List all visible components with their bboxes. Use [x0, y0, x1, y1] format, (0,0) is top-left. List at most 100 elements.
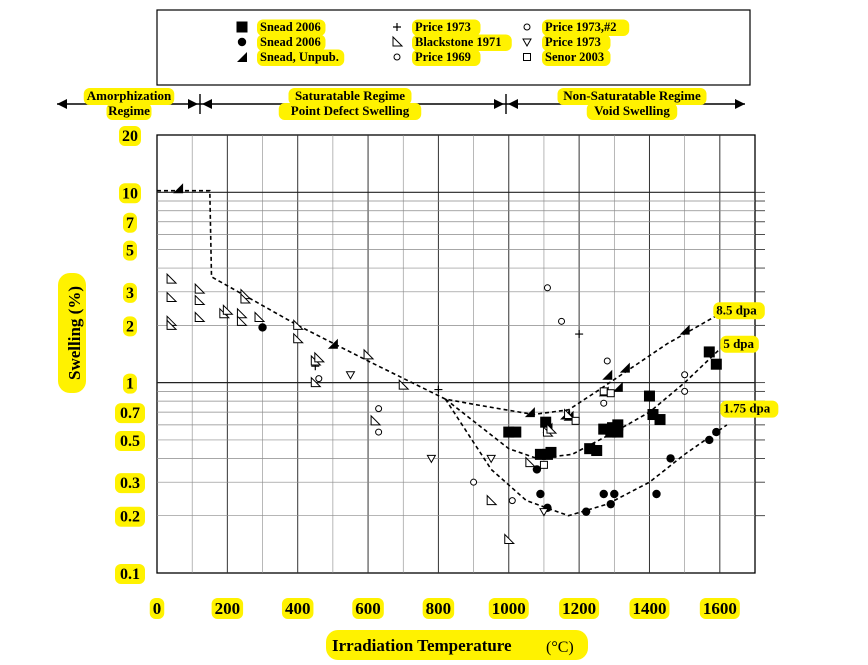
legend-item: Snead 2006	[237, 34, 326, 51]
x-tick-label-text: 200	[215, 599, 241, 618]
x-tick-label: 400	[281, 598, 314, 619]
data-point	[310, 376, 322, 388]
legend-label: Snead 2006	[257, 34, 326, 51]
data-point	[392, 35, 404, 47]
data-point	[681, 371, 689, 379]
data-point	[254, 311, 266, 322]
legend-label: Price 1973	[412, 19, 481, 36]
data-point	[166, 319, 178, 330]
curve-label: 8.5 dpa	[713, 302, 765, 320]
regime-label-text: Point Defect Swelling	[291, 103, 410, 118]
y-tick-label-text: 1	[126, 376, 134, 393]
legend-item: Snead 2006	[236, 19, 326, 36]
y-tick-label-text: 20	[122, 128, 138, 145]
y-tick-label: 7	[123, 212, 137, 233]
data-point	[434, 385, 443, 394]
data-point	[584, 443, 596, 455]
data-point	[602, 369, 613, 380]
legend-item: Price 1973	[522, 34, 611, 51]
data-point	[486, 454, 497, 464]
regime-label: Saturatable Regime	[288, 88, 412, 105]
curve-label: 1.75 dpa	[720, 400, 779, 418]
legend-label: Snead 2006	[257, 19, 326, 36]
x-tick-label-text: 1400	[632, 599, 666, 618]
data-point	[643, 390, 655, 402]
legend-label-text: Blackstone 1971	[415, 35, 501, 49]
data-point	[540, 416, 552, 428]
data-point	[166, 272, 178, 284]
y-tick-label-text: 0.1	[120, 566, 140, 583]
legend-label-text: Price 1969	[415, 50, 471, 64]
y-axis-label: Swelling (%)	[65, 286, 84, 380]
regime-label: Non-Saturatable Regime	[557, 88, 707, 105]
x-tick-label: 800	[422, 598, 455, 619]
data-point	[508, 497, 516, 505]
x-tick-label-text: 1000	[492, 599, 526, 618]
data-point	[539, 460, 548, 469]
data-point	[546, 422, 558, 434]
data-point	[370, 414, 382, 426]
legend-label: Price 1973	[542, 34, 611, 51]
arrow-head	[188, 99, 198, 109]
data-point	[543, 284, 551, 292]
y-tick-label: 0.3	[115, 473, 145, 494]
data-point	[393, 23, 401, 31]
data-point	[375, 428, 383, 436]
x-axis-label: Irradiation Temperature	[332, 636, 512, 655]
x-tick-label-text: 0	[153, 599, 162, 618]
data-point	[539, 508, 549, 517]
regime-label: Point Defect Swelling	[278, 103, 422, 120]
x-tick-label: 200	[211, 598, 244, 619]
data-point	[652, 489, 661, 499]
x-axis-title: Irradiation Temperature (°C)	[326, 630, 588, 660]
data-point	[315, 375, 323, 383]
arrow-head	[735, 99, 745, 109]
curve-label-text: 8.5 dpa	[716, 302, 757, 317]
data-point	[571, 416, 580, 425]
x-tick-label: 0	[149, 598, 165, 619]
data-point	[534, 448, 546, 460]
regime-label: Void Swelling	[586, 103, 678, 120]
data-point	[712, 427, 721, 437]
regime-label-text: Saturatable Regime	[295, 88, 405, 103]
arrow-head	[57, 99, 67, 109]
legend-item: Senor 2003	[523, 49, 611, 66]
data-point	[532, 465, 542, 474]
data-point	[240, 292, 252, 304]
data-point	[293, 319, 304, 330]
data-point	[173, 183, 184, 194]
x-tick-labels: 0 200 400 600 800 1000 1200 1400 1600	[149, 598, 740, 619]
regime-label-text: Non-Saturatable Regime	[563, 88, 701, 103]
x-tick-label-text: 800	[426, 599, 452, 618]
data-point	[237, 37, 247, 47]
y-axis-title: Swelling (%)	[58, 273, 86, 393]
data-point	[486, 494, 498, 506]
curve-label: 5 dpa	[720, 335, 759, 353]
legend-label-text: Senor 2003	[545, 50, 604, 64]
data-point	[375, 405, 383, 413]
y-tick-label: 1	[123, 373, 137, 394]
y-tick-label-text: 0.7	[120, 405, 140, 422]
legend-label: Snead, Unpub.	[257, 49, 345, 66]
data-point	[194, 294, 206, 306]
data-point	[398, 378, 410, 390]
data-point	[705, 435, 714, 445]
regime-label-text: Amorphization	[87, 88, 172, 103]
x-tick-label-text: 1600	[703, 599, 737, 618]
y-tick-label: 0.1	[115, 564, 145, 584]
legend-label-text: Price 1973	[545, 35, 601, 49]
y-tick-label-text: 0.5	[120, 433, 140, 450]
arrow-head	[202, 99, 212, 109]
regime-label-text: Regime	[108, 103, 150, 118]
curve-labels: 8.5 dpa 5 dpa 1.75 dpa	[713, 302, 779, 418]
data-point	[393, 53, 401, 61]
legend-item: Snead, Unpub.	[237, 49, 345, 66]
plot-frame	[156, 134, 756, 574]
arrow-head	[494, 99, 504, 109]
regime-label-text: Void Swelling	[594, 103, 670, 118]
data-point	[523, 53, 531, 61]
data-point	[703, 346, 715, 358]
curve-label-text: 5 dpa	[723, 336, 754, 351]
legend-item: Blackstone 1971	[392, 34, 512, 51]
legend-box	[156, 9, 751, 86]
